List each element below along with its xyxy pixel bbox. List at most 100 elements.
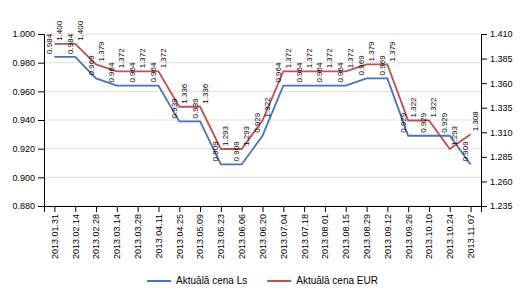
data-label: 0.909: [211, 141, 220, 162]
y2-tick-label: 1.410: [490, 29, 513, 39]
x-tick-mark: [283, 206, 284, 212]
data-label: 1.293: [242, 125, 251, 146]
y-tick: 0.900: [12, 173, 44, 183]
data-label: 0.984: [45, 33, 54, 54]
data-label: 0.964: [128, 62, 137, 83]
y2-axis-line: [482, 35, 488, 207]
y2-tick-mark: [481, 181, 487, 182]
x-tick-label: 2013.08.29: [362, 214, 372, 259]
data-label: 1.322: [429, 97, 438, 118]
x-tick-mark: [200, 206, 201, 212]
x-tick: 2013.04.25: [175, 206, 185, 259]
y2-tick-mark: [481, 132, 487, 133]
grid: [44, 34, 481, 206]
data-label: 1.322: [263, 97, 272, 118]
data-label: 0.929: [399, 112, 408, 133]
data-label: 0.909: [232, 141, 241, 162]
x-axis-line: [45, 207, 482, 213]
y-tick-label: 0.880: [12, 201, 35, 211]
x-tick-mark: [367, 206, 368, 212]
data-label: 1.379: [367, 41, 376, 62]
x-tick-mark: [387, 206, 388, 212]
y-tick: 0.980: [12, 58, 44, 68]
y-tick-label: 0.980: [12, 58, 35, 68]
y-tick-mark: [38, 63, 44, 64]
x-tick-label: 2013.10.24: [445, 214, 455, 259]
legend: Aktuālā cena LsAktuālā cena EUR: [147, 275, 378, 286]
plot: 2013.01.312013.02.142013.02.282013.03.14…: [12, 20, 512, 259]
x-tick-mark: [242, 206, 243, 212]
data-label: 0.909: [461, 141, 470, 162]
data-label: 1.372: [117, 48, 126, 69]
y2-tick-label: 1.385: [490, 54, 513, 64]
y-tick-label: 0.960: [12, 87, 35, 97]
data-label: 0.964: [315, 62, 324, 83]
x-tick-label: 2013.03.28: [133, 214, 143, 259]
x-tick: 2013.08.01: [320, 206, 330, 259]
x-tick-label: 2013.03.14: [112, 214, 122, 259]
data-label: 1.336: [180, 83, 189, 104]
x-tick-label: 2013.08.01: [320, 214, 330, 259]
x-tick: 2013.06.06: [237, 206, 247, 259]
y-axis-line: [38, 35, 45, 207]
data-label: 1.379: [97, 41, 106, 62]
x-tick-label: 2013.06.20: [258, 214, 268, 259]
x-tick: 2013.05.09: [195, 206, 205, 259]
data-label: 0.984: [66, 33, 75, 54]
grid-line: [44, 91, 481, 92]
x-tick: 2013.07.18: [299, 206, 309, 259]
x-tick: 2013.09.12: [383, 206, 393, 259]
y-tick-mark: [38, 34, 44, 35]
x-tick-label: 2013.09.12: [383, 214, 393, 259]
x-tick: 2013.06.20: [258, 206, 268, 259]
y-tick: 0.880: [12, 201, 44, 211]
y2-tick: 1.360: [481, 79, 513, 89]
y2-tick: 1.410: [481, 29, 513, 39]
x-tick-mark: [75, 206, 76, 212]
y2-tick-mark: [481, 206, 487, 207]
x-tick: 2013.03.14: [112, 206, 122, 259]
chart: 2013.01.312013.02.142013.02.282013.03.14…: [0, 0, 525, 290]
data-label: 1.372: [305, 48, 314, 69]
data-labels: 0.9840.9840.9690.9640.9640.9640.9390.939…: [45, 20, 480, 161]
x-tick-mark: [138, 206, 139, 212]
data-label: 1.322: [409, 97, 418, 118]
x-tick-mark: [408, 206, 409, 212]
y-tick-label: 0.920: [12, 144, 35, 154]
y2-tick-label: 1.235: [490, 201, 513, 211]
grid-line: [44, 148, 481, 149]
x-tick-mark: [179, 206, 180, 212]
x-tick-mark: [471, 206, 472, 212]
x-tick-mark: [263, 206, 264, 212]
x-tick-mark: [450, 206, 451, 212]
y-tick-mark: [38, 120, 44, 121]
y2-tick: 1.335: [481, 103, 513, 113]
data-label: 1.293: [450, 125, 459, 146]
data-label: 0.964: [336, 62, 345, 83]
data-label: 1.293: [221, 125, 230, 146]
y-tick: 0.960: [12, 87, 44, 97]
x-tick-label: 2013.09.26: [404, 214, 414, 259]
y-tick-mark: [38, 91, 44, 92]
data-label: 0.929: [253, 112, 262, 133]
grid-line: [44, 34, 481, 35]
y2-tick-label: 1.260: [490, 177, 513, 187]
x-tick-label: 2013.07.18: [299, 214, 309, 259]
x-tick-mark: [304, 206, 305, 212]
data-label: 1.400: [55, 20, 64, 41]
x-tick: 2013.04.11: [154, 206, 164, 258]
x-tick-mark: [325, 206, 326, 212]
data-label: 1.379: [388, 41, 397, 62]
x-tick: 2013.05.23: [216, 206, 226, 259]
data-label: 1.372: [159, 48, 168, 69]
legend-item: Aktuālā cena Ls: [147, 275, 247, 286]
y-axis: 0.8800.9000.9200.9400.9600.9801.000: [12, 29, 44, 211]
data-label: 1.372: [284, 48, 293, 69]
x-tick: 2013.10.24: [445, 206, 455, 259]
y2-tick-label: 1.285: [490, 152, 513, 162]
y2-tick-mark: [481, 108, 487, 109]
x-tick-mark: [429, 206, 430, 212]
y2-tick-mark: [481, 34, 487, 35]
data-label: 0.964: [274, 62, 283, 83]
x-tick-label: 2013.05.23: [216, 214, 226, 259]
